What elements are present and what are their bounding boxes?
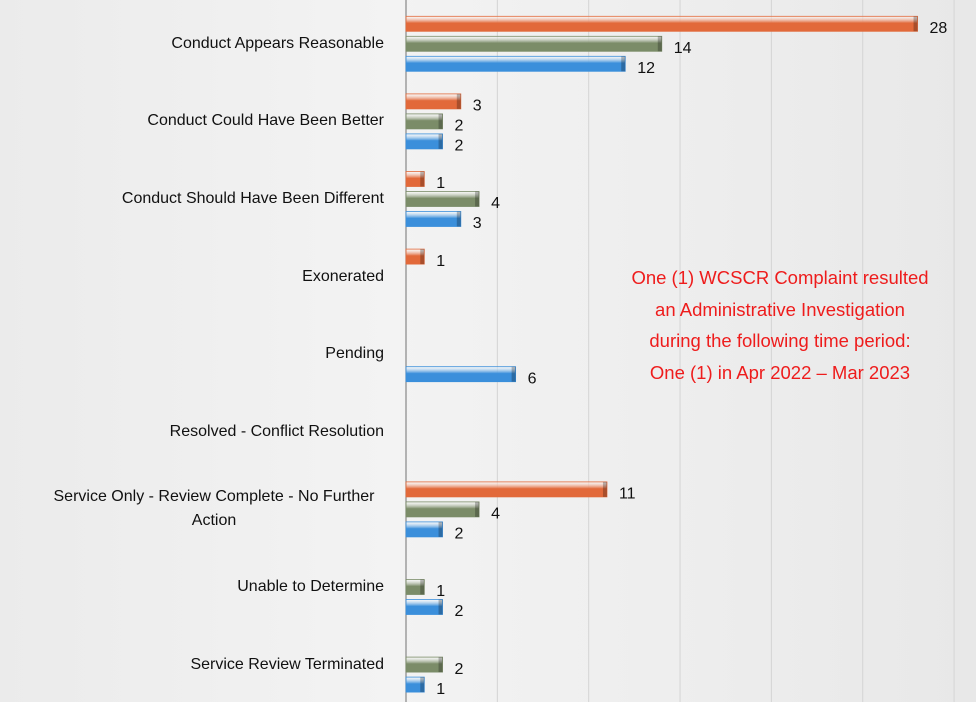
bar-cap [438, 521, 443, 537]
data-label: 12 [637, 60, 655, 77]
y-tick-label: Exonerated [302, 267, 384, 285]
y-tick-label: Service Only - Review Complete - No Furt… [53, 488, 375, 530]
data-label: 1 [436, 583, 445, 600]
data-label: 2 [455, 603, 464, 620]
bar [405, 211, 462, 227]
bar-cap [913, 16, 918, 32]
y-tick-label: Conduct Could Have Been Better [147, 112, 384, 130]
y-tick-label: Service Review Terminated [190, 655, 384, 673]
bar-cap [438, 113, 443, 129]
bar-cap [475, 191, 480, 207]
bar-cap [657, 36, 662, 52]
bar [405, 656, 443, 673]
bar-cap [420, 171, 425, 187]
y-tick-label: Conduct Appears Reasonable [171, 34, 384, 52]
data-label: 28 [930, 20, 948, 37]
bar [405, 93, 462, 110]
bar-cap [621, 56, 626, 72]
data-label: 2 [455, 661, 464, 678]
bar [405, 35, 663, 52]
data-label: 6 [528, 370, 537, 387]
bar [405, 133, 443, 150]
y-tick-label: Conduct Should Have Been Different [121, 190, 384, 207]
data-label: 2 [455, 526, 464, 543]
bar-cap [420, 579, 425, 595]
data-label: 4 [491, 506, 500, 523]
data-label: 4 [491, 195, 500, 212]
data-label: 14 [674, 40, 692, 57]
bar [405, 521, 443, 538]
data-label: 3 [473, 98, 482, 115]
bar [405, 113, 443, 130]
data-label: 11 [619, 486, 636, 503]
bar [405, 501, 480, 518]
bar-cap [438, 657, 443, 673]
bar-cap [420, 249, 425, 265]
bar [405, 599, 443, 615]
data-label: 1 [436, 253, 445, 270]
y-tick-label: Pending [325, 345, 384, 363]
annotation-line: One (1) WCSCR Complaint resulted [631, 267, 929, 288]
annotation-line: during the following time period: [649, 330, 911, 351]
bar [405, 55, 626, 72]
annotation-line: One (1) in Apr 2022 – Mar 2023 [649, 361, 911, 383]
data-label: 1 [436, 175, 445, 192]
data-label: 1 [436, 681, 445, 698]
bar [405, 481, 608, 498]
bar [405, 248, 425, 265]
bar [405, 676, 425, 693]
bar [405, 191, 480, 207]
annotation: One (1) WCSCR Complaint resulted an Admin… [580, 262, 976, 388]
bar [405, 366, 517, 383]
bar-cap [438, 599, 443, 615]
bar-cap [438, 133, 443, 149]
bar-cap [420, 677, 425, 693]
annotation-line: an Administrative Investigation [655, 298, 905, 320]
bar-cap [602, 481, 607, 497]
bar-cap [475, 501, 480, 517]
data-label: 3 [473, 215, 482, 232]
bar [405, 15, 918, 32]
bar [405, 579, 425, 595]
data-label: 2 [455, 118, 464, 135]
y-tick-label: Unable to Determine [237, 578, 384, 595]
y-tick-label: Resolved - Conflict Resolution [169, 422, 384, 440]
data-label: 2 [455, 138, 464, 155]
bar-cap [456, 93, 461, 109]
bar-cap [511, 366, 516, 382]
bar [405, 171, 425, 187]
bar-cap [456, 211, 461, 227]
